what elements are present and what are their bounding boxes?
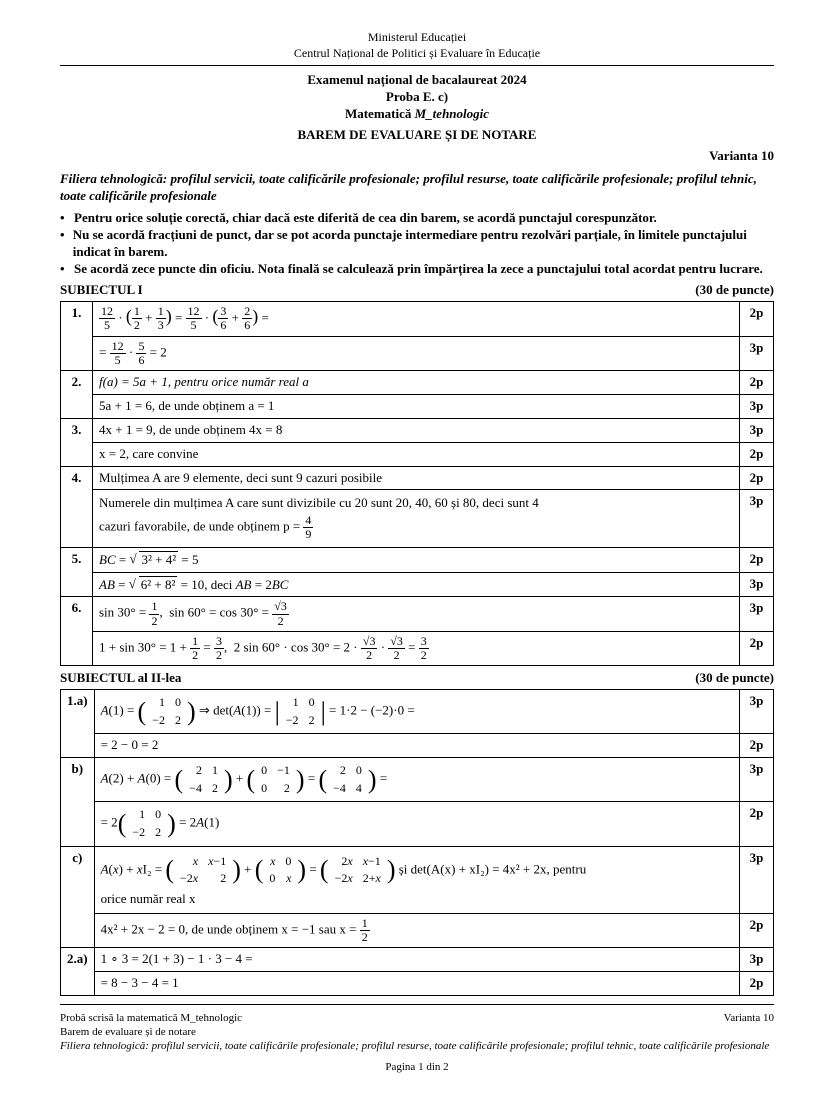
instructions: •Pentru orice soluție corectă, chiar dac… xyxy=(60,210,774,278)
s1-q3-line2: x = 2, care convine xyxy=(93,442,740,466)
exam-title: Examenul național de bacalaureat 2024 xyxy=(60,72,774,89)
bullet-3: Se acordă zece puncte din oficiu. Nota f… xyxy=(74,261,763,278)
filiera: Filiera tehnologică: profilul servicii, … xyxy=(60,171,774,205)
section-2-title: SUBIECTUL al II-lea(30 de puncte) xyxy=(60,670,774,687)
subject: Matematică M_tehnologic xyxy=(60,106,774,123)
s2-q1b-line2: = 2(10−22) = 2A(1) xyxy=(94,802,739,846)
header-rule xyxy=(60,65,774,66)
s1-q1-line1: 125 · (12 + 13) = 125 · (36 + 26) = xyxy=(93,301,740,336)
s1-q5-line1: BC = 3² + 4² = 5 xyxy=(93,547,740,572)
bullet-2: Nu se acordă fracțiuni de punct, dar se … xyxy=(73,227,774,261)
s2-q2a-line2: = 8 − 3 − 4 = 1 xyxy=(94,971,739,995)
s1-q4-line1: Mulțimea A are 9 elemente, deci sunt 9 c… xyxy=(93,466,740,490)
s1-q1-line2: = 125 · 56 = 2 xyxy=(93,336,740,370)
footer: Probă scrisă la matematică M_tehnologic … xyxy=(60,1011,774,1074)
ministry-line: Ministerul Educației xyxy=(60,30,774,46)
bullet-1: Pentru orice soluție corectă, chiar dacă… xyxy=(74,210,657,227)
table-s1: 1. 125 · (12 + 13) = 125 · (36 + 26) = 2… xyxy=(60,301,774,666)
s1-q3-line1: 4x + 1 = 9, de unde obținem 4x = 8 xyxy=(93,418,740,442)
s2-q1c-line2: 4x² + 2x − 2 = 0, de unde obținem x = −1… xyxy=(94,913,739,947)
center-line: Centrul Național de Politici și Evaluare… xyxy=(60,46,774,62)
footer-rule xyxy=(60,1004,774,1005)
proba: Proba E. c) xyxy=(60,89,774,106)
barem-title: BAREM DE EVALUARE ȘI DE NOTARE xyxy=(60,127,774,144)
s1-q2-line2: 5a + 1 = 6, de unde obținem a = 1 xyxy=(93,394,740,418)
s1-q4-line2: Numerele din mulțimea A care sunt divizi… xyxy=(93,490,740,547)
s2-q1a-line2: = 2 − 0 = 2 xyxy=(94,734,739,758)
s1-q6-line1: sin 30° = 12, sin 60° = cos 30° = √32 xyxy=(93,597,740,631)
s2-q1a-line1: A(1) = (10−22) ⇒ det(A(1)) = |10−22| = 1… xyxy=(94,690,739,734)
table-s2: 1.a) A(1) = (10−22) ⇒ det(A(1)) = |10−22… xyxy=(60,689,774,996)
s2-q1b-line1: A(2) + A(0) = (21−42) + (0−102) = (20−44… xyxy=(94,758,739,802)
variant: Varianta 10 xyxy=(60,148,774,165)
s2-q1c-line1: A(x) + xI₂ = (xx−1−2x2) + (x00x) = (2xx−… xyxy=(94,846,739,913)
s1-q2-line1: f(a) = 5a + 1, pentru orice număr real a xyxy=(93,370,740,394)
section-1-title: SUBIECTUL I(30 de puncte) xyxy=(60,282,774,299)
s2-q2a-line1: 1 ∘ 3 = 2(1 + 3) − 1 · 3 − 4 = xyxy=(94,948,739,972)
s1-q6-line2: 1 + sin 30° = 1 + 12 = 32, 2 sin 60° · c… xyxy=(93,631,740,665)
s1-q5-line2: AB = 6² + 8² = 10, deci AB = 2BC xyxy=(93,572,740,597)
